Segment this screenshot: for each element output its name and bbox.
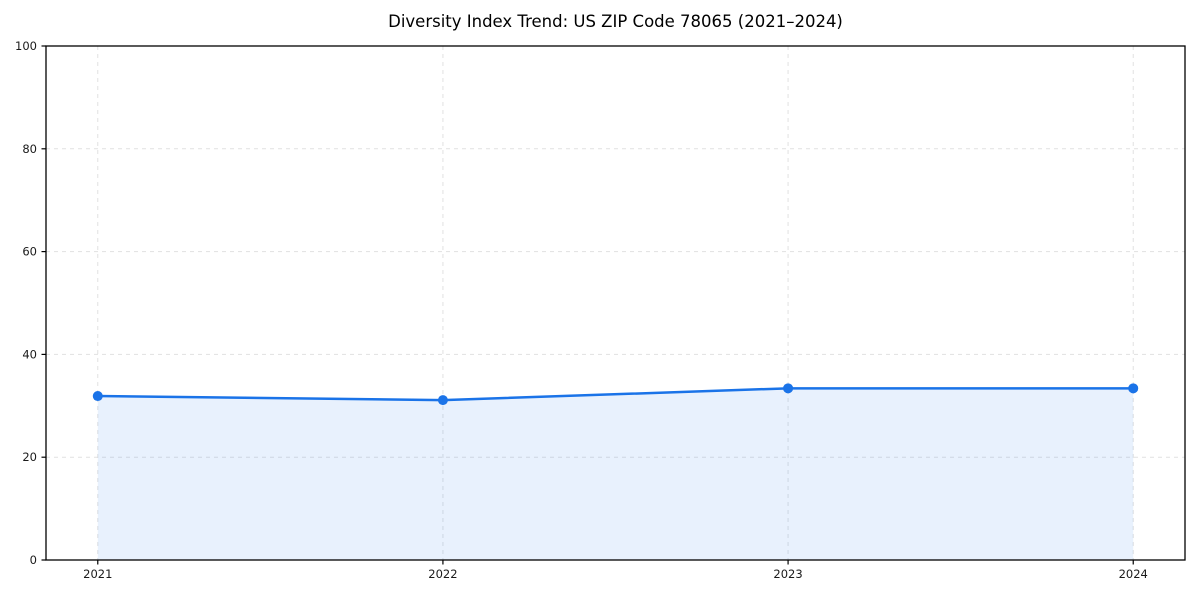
y-axis-tick-label: 20: [22, 450, 37, 464]
data-point-marker: [783, 383, 794, 394]
data-point-marker: [437, 395, 448, 406]
x-axis-tick-label: 2024: [1119, 567, 1148, 581]
chart-title: Diversity Index Trend: US ZIP Code 78065…: [388, 12, 843, 31]
data-point-marker: [92, 391, 103, 402]
y-axis-tick-label: 40: [22, 347, 37, 361]
area-fill: [97, 388, 1134, 560]
y-axis-tick-label: 100: [15, 39, 37, 53]
data-point-marker: [1128, 383, 1139, 394]
y-axis-tick-label: 60: [22, 245, 37, 259]
plot-border: [45, 45, 1186, 561]
x-axis-tick-label: 2021: [83, 567, 112, 581]
trend-line: [96, 387, 1135, 402]
x-axis-tick-label: 2022: [428, 567, 457, 581]
x-axis-tick-label: 2023: [773, 567, 802, 581]
y-axis-tick-label: 0: [30, 553, 37, 567]
y-axis-tick-label: 80: [22, 142, 37, 156]
